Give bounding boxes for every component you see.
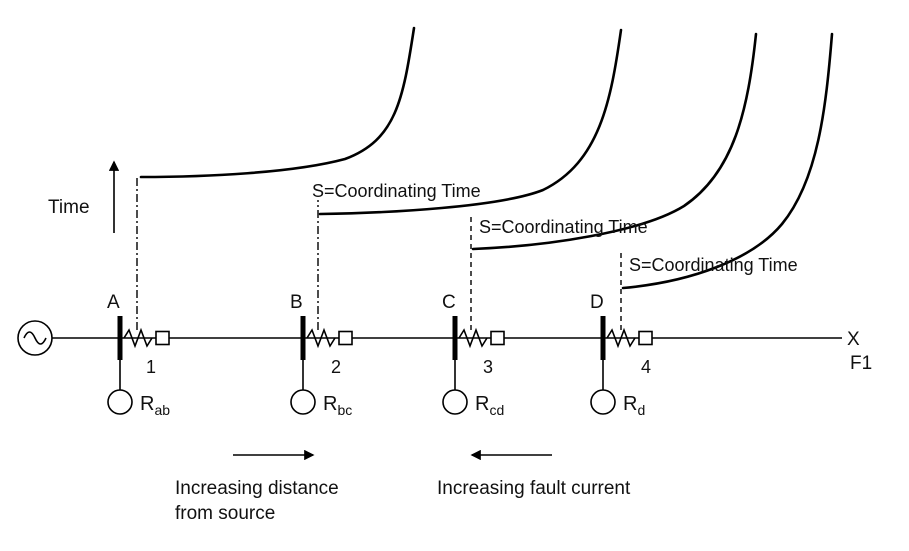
bus-c-label: C xyxy=(442,292,456,313)
bus-d-label: D xyxy=(590,292,604,313)
breaker-symbol-b xyxy=(306,327,336,349)
fault-f1-label: F1 xyxy=(850,353,872,374)
relay-label-rcd: Rcd xyxy=(475,393,504,418)
relay-label-rab: Rab xyxy=(140,393,170,418)
bus-a-label: A xyxy=(107,292,120,313)
tcc-curve-relay-b xyxy=(318,28,623,216)
relay-label-rd: Rd xyxy=(623,393,645,418)
distance-caption-line1: Increasing distance xyxy=(175,478,339,499)
breaker-box-b xyxy=(338,330,353,346)
bus-group-b: B 2 Rbc xyxy=(290,292,353,418)
bus-b-label: B xyxy=(290,292,303,313)
coordinating-time-label-2: S=Coordinating Time xyxy=(479,217,648,237)
breaker-symbol-d xyxy=(606,327,636,349)
breaker-box-c xyxy=(490,330,505,346)
tcc-curve-relay-d xyxy=(621,32,834,290)
breaker-number-4: 4 xyxy=(641,357,651,377)
tcc-curve-relay-a xyxy=(139,26,416,179)
coordinating-time-label-3: S=Coordinating Time xyxy=(629,255,798,275)
fault-x-marker: X xyxy=(847,329,860,350)
ac-source-icon xyxy=(17,320,53,356)
breaker-symbol-a xyxy=(123,327,153,349)
bus-group-c: C 3 Rcd xyxy=(442,292,505,418)
breaker-box-a xyxy=(155,330,170,346)
relay-circle-d xyxy=(590,389,616,415)
relay-circle-a xyxy=(107,389,133,415)
breaker-symbol-c xyxy=(458,327,488,349)
relay-circle-c xyxy=(442,389,468,415)
bus-group-d: D 4 Rd xyxy=(590,292,653,418)
breaker-number-1: 1 xyxy=(146,357,156,377)
breaker-number-3: 3 xyxy=(483,357,493,377)
tcc-curve-relay-c xyxy=(471,32,758,251)
distance-caption-line2: from source xyxy=(175,503,275,524)
breaker-number-2: 2 xyxy=(331,357,341,377)
relay-circle-b xyxy=(290,389,316,415)
breaker-box-d xyxy=(638,330,653,346)
coordinating-time-label-1: S=Coordinating Time xyxy=(312,181,481,201)
bus-group-a: A 1 Rab xyxy=(107,292,170,418)
relay-label-rbc: Rbc xyxy=(323,393,352,418)
time-axis-label: Time xyxy=(48,197,90,218)
fault-current-caption: Increasing fault current xyxy=(437,478,631,499)
